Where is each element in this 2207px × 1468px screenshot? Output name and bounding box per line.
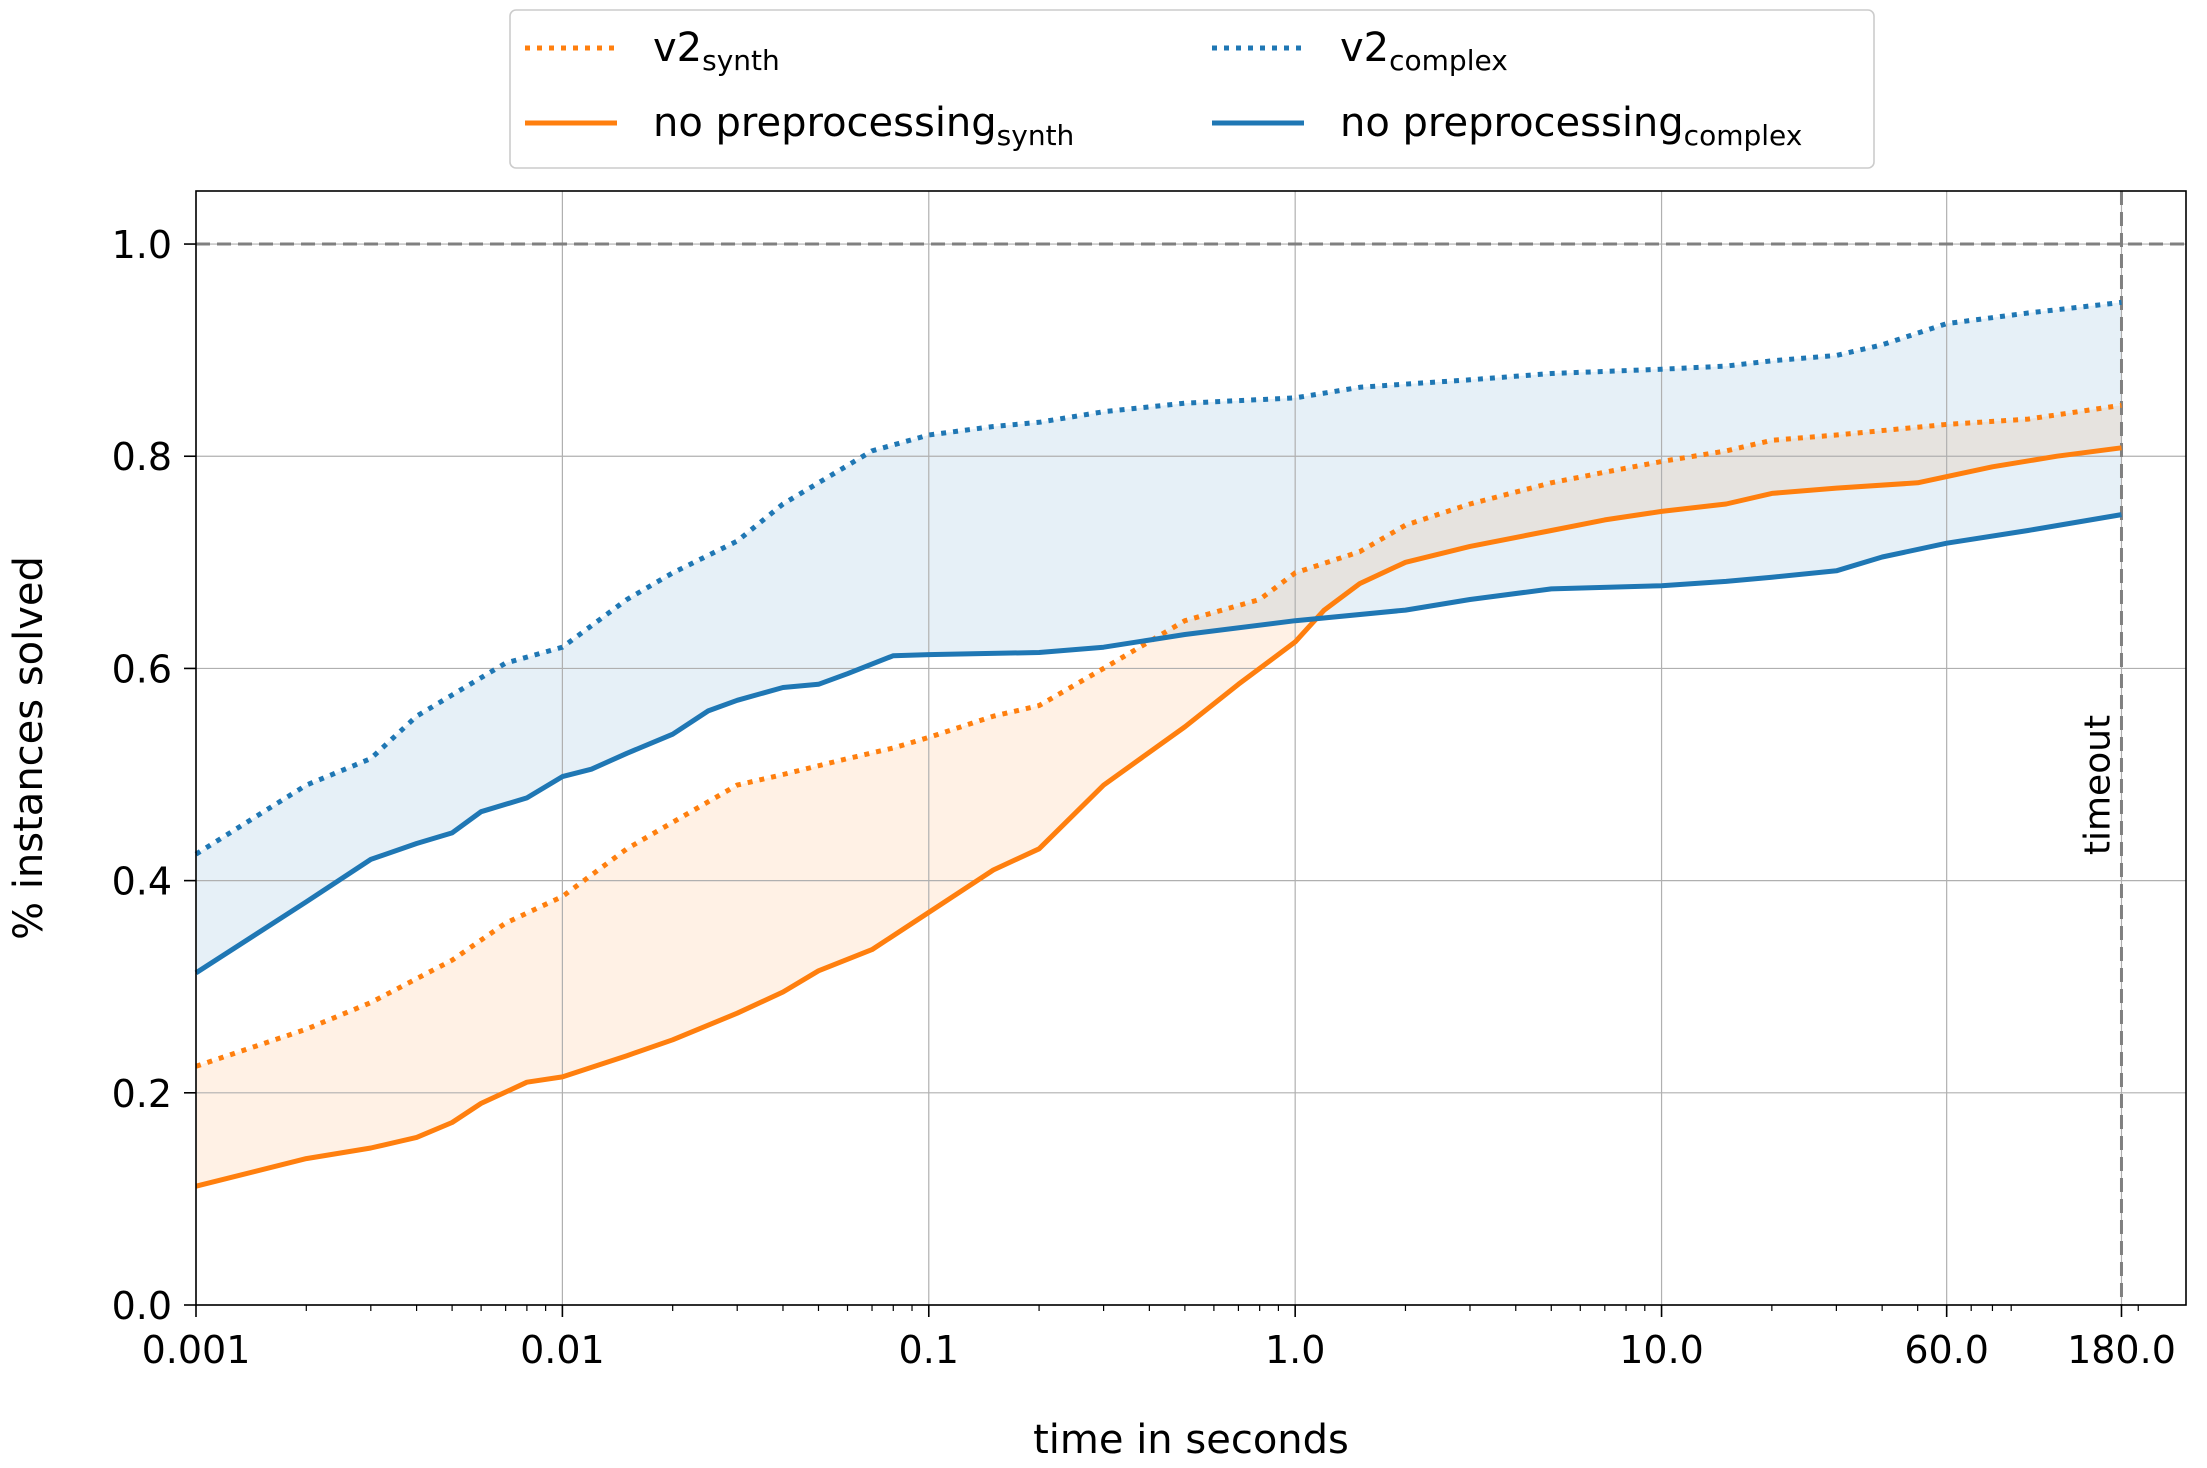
line-v2-synth	[195, 402, 2122, 1069]
x-tick-label: 0.01	[520, 1328, 605, 1372]
series-lines	[194, 299, 2122, 1189]
y-tick-label: 0.6	[112, 647, 172, 691]
plot-frame	[195, 190, 2187, 1306]
legend-label-no-preprocessing-complex: no preprocessingcomplex	[1340, 100, 1802, 152]
x-tick-label: 0.001	[142, 1328, 251, 1372]
legend-box	[509, 9, 1875, 169]
x-tick-label: 10.0	[1619, 1328, 1704, 1372]
line-no-preprocessing-synth	[195, 445, 2122, 1189]
timeout-label: timeout	[2077, 715, 2118, 855]
reference-lines	[196, 191, 2186, 1305]
band-fill-synth	[196, 405, 2122, 1187]
legend-label-no-preprocessing-synth: no preprocessingsynth	[653, 100, 1074, 152]
legend-label-v2-synth: v2synth	[653, 25, 780, 77]
x-tick-label: 60.0	[1904, 1328, 1989, 1372]
x-axis-label: time in seconds	[1033, 1417, 1349, 1463]
y-tick-label: 0.0	[112, 1284, 172, 1328]
x-tick-label: 180.0	[2067, 1328, 2176, 1372]
y-tick-label: 1.0	[112, 223, 172, 267]
x-tick-label: 0.1	[899, 1328, 959, 1372]
y-tick-label: 0.4	[112, 860, 172, 904]
y-tick-label: 0.2	[112, 1072, 172, 1116]
y-tick-label: 0.8	[112, 435, 172, 479]
x-tick-label: 1.0	[1265, 1328, 1325, 1372]
legend-label-v2-complex: v2complex	[1340, 25, 1508, 77]
tick-labels: 0.001 0.01 0.1 1.0 10.0 60.0 180.0 0.0 0.2 0.4 0.6…	[112, 223, 2176, 1372]
y-axis-label: % instances solved	[6, 556, 52, 940]
line-v2-complex	[194, 299, 2122, 857]
line-no-preprocessing-complex	[194, 512, 2122, 976]
legend: v2synth v2complex no preprocessingsynth no …	[509, 9, 1875, 169]
axis-ticks	[184, 243, 2139, 1317]
